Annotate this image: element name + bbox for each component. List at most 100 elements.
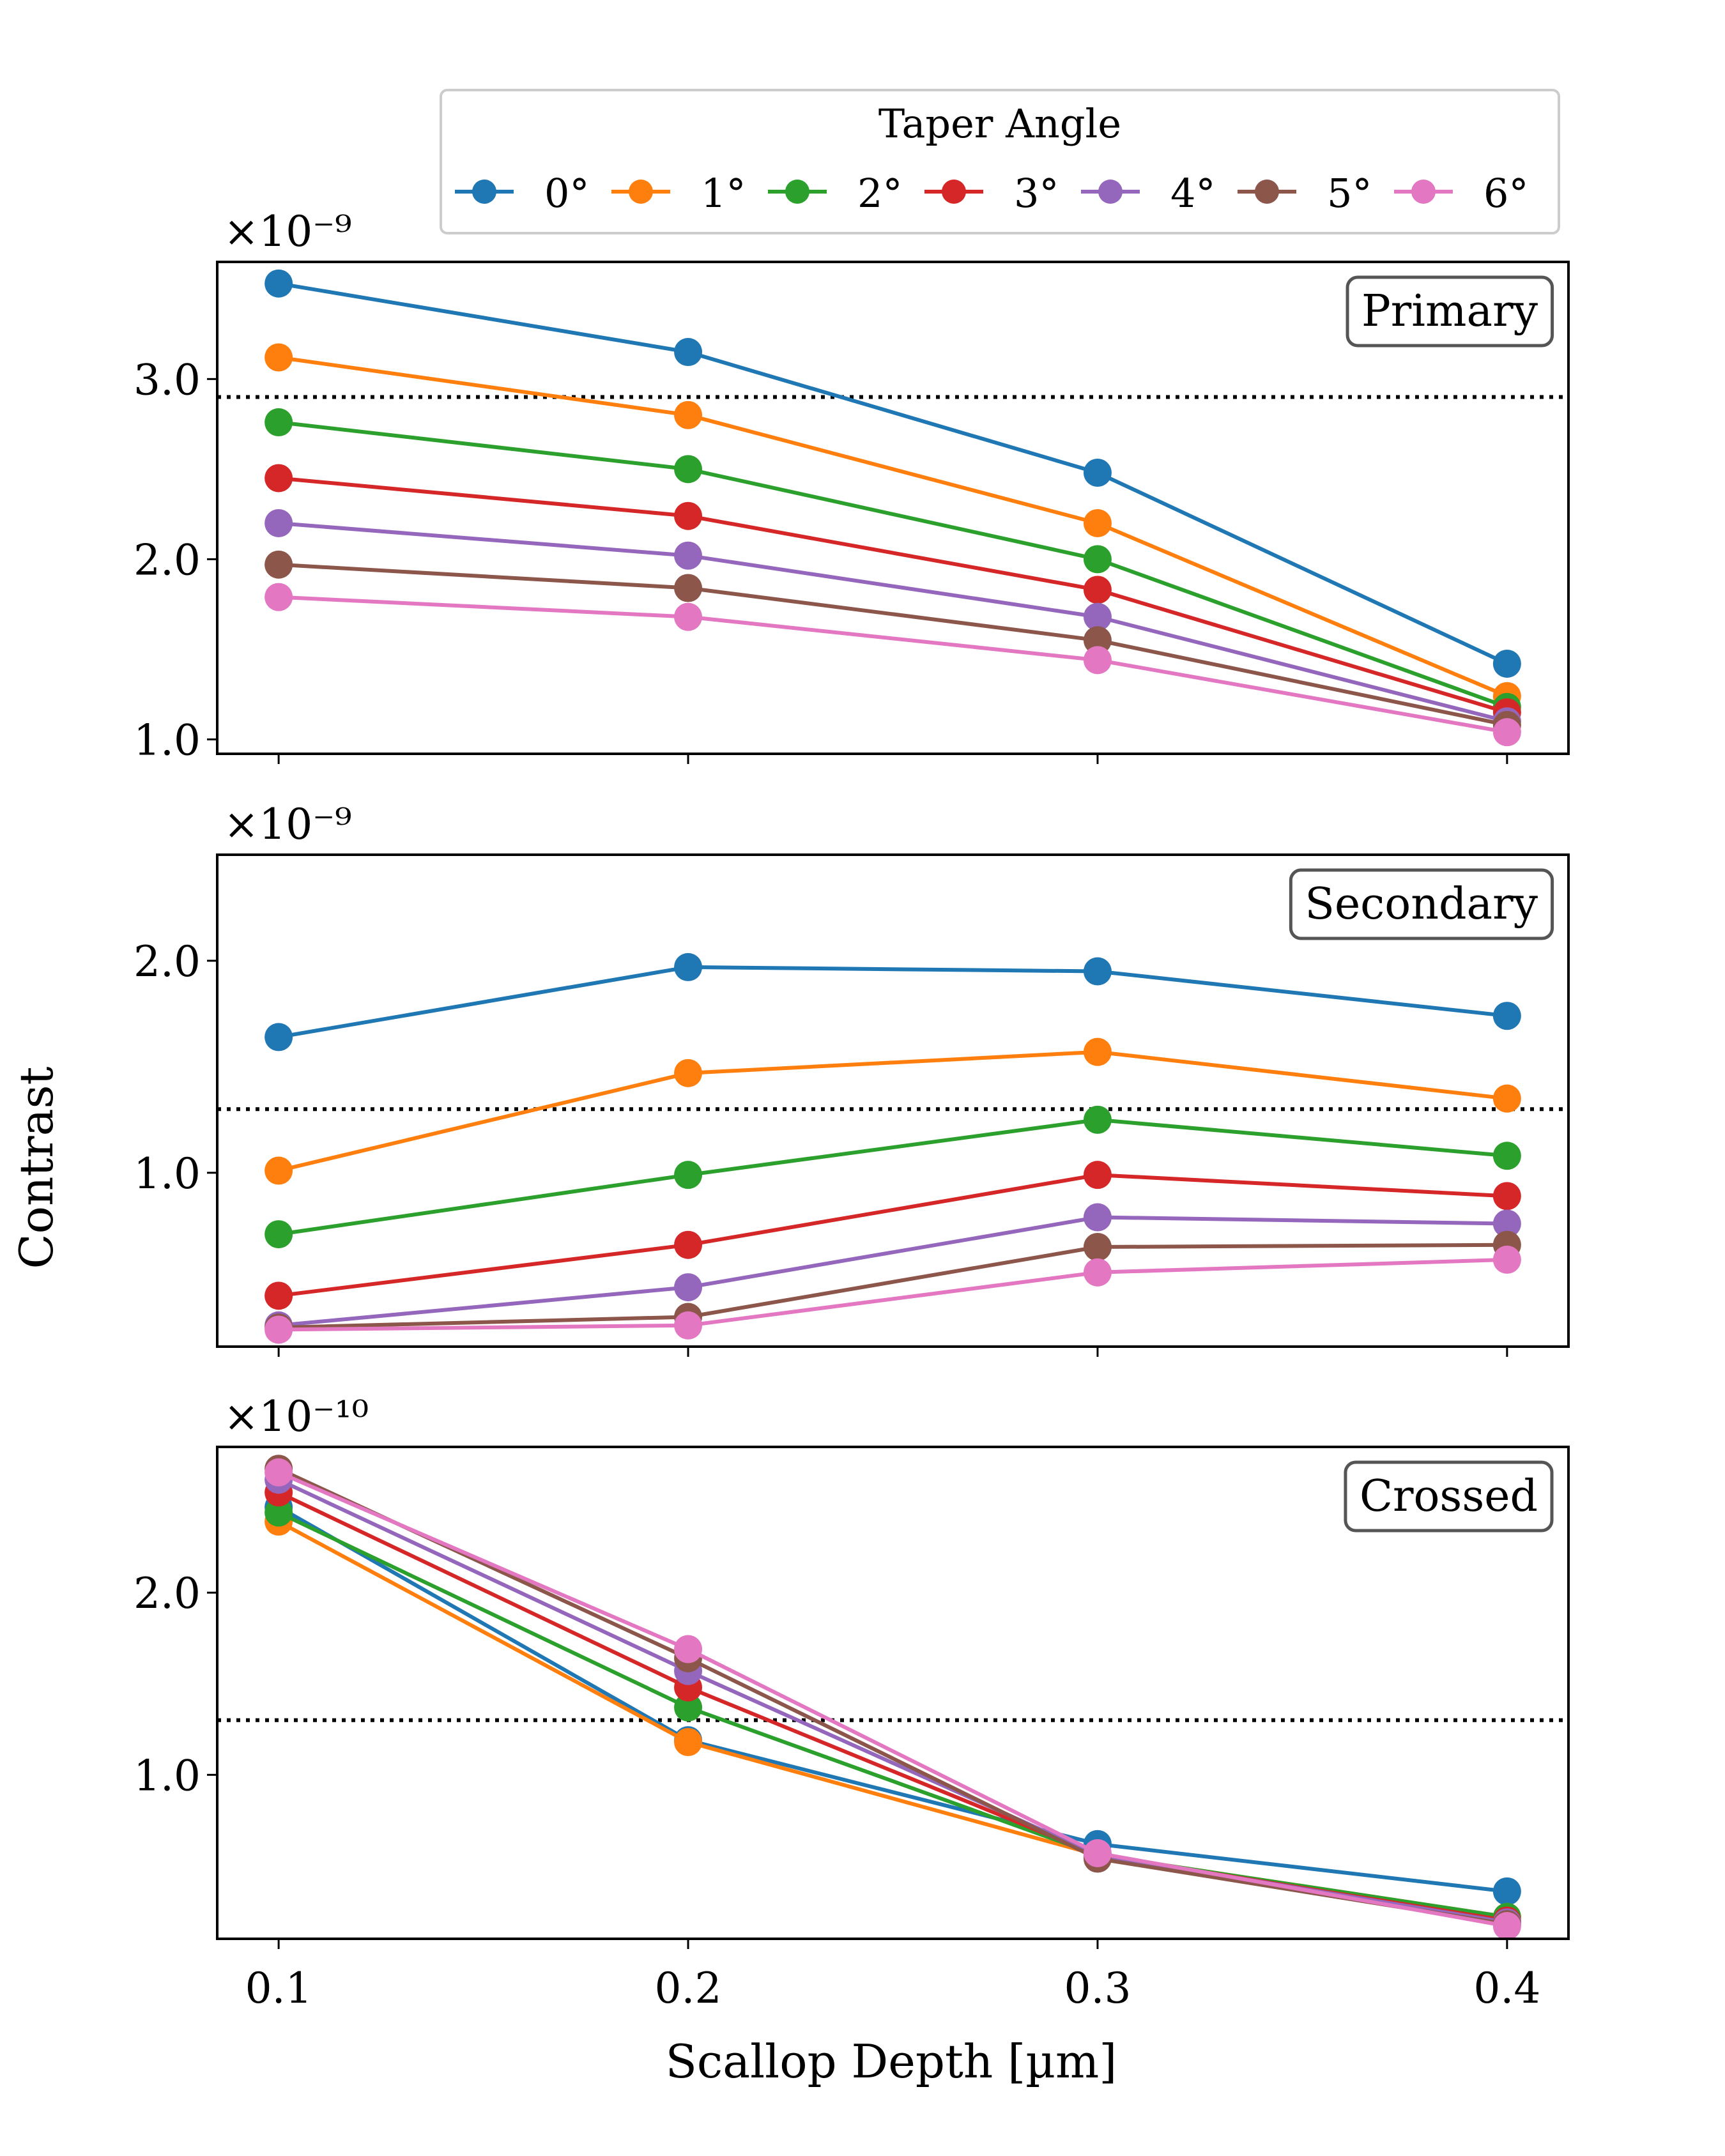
data-point [674, 455, 703, 484]
scale-exponent-label: ×10⁻⁹ [224, 800, 352, 849]
x-tick-label: 0.2 [655, 1964, 722, 2013]
series-3-deg [264, 1161, 1521, 1310]
legend-entry-1-deg: 1° [611, 170, 746, 217]
series-line [277, 1505, 1508, 1893]
legend-marker [629, 180, 653, 204]
data-point [674, 1230, 703, 1259]
legend-label: 3° [1014, 170, 1059, 217]
data-point [264, 464, 293, 493]
series-0-deg [264, 269, 1521, 678]
series-0-deg [264, 952, 1521, 1051]
series-1-deg [264, 1037, 1521, 1185]
data-point [264, 408, 293, 437]
legend: Taper Angle 0° 1° 2° 3° 4° 5° 6° [440, 89, 1560, 234]
data-point [1492, 1142, 1521, 1170]
legend-marker [1411, 180, 1436, 204]
series-5-deg [264, 550, 1521, 739]
legend-marker [472, 180, 496, 204]
label-frame [1344, 1460, 1554, 1533]
data-point [1083, 545, 1112, 574]
series-line [278, 1117, 1508, 1237]
data-point [674, 1728, 703, 1756]
panel-label: Crossed [1360, 1471, 1538, 1522]
data-point [1083, 576, 1112, 604]
panel-secondary: 1.0 2.0 ×10⁻⁹ Secondary [134, 800, 1570, 1357]
legend-entry-6-deg: 6° [1394, 170, 1528, 217]
plot-area [217, 1455, 1568, 1939]
data-point [1492, 1182, 1521, 1211]
data-point [1083, 957, 1112, 986]
data-point [1492, 1912, 1521, 1939]
legend-frame [440, 89, 1560, 234]
x-tick-label: 0.4 [1473, 1964, 1540, 2013]
legend-label: 5° [1327, 170, 1372, 217]
label-frame [1346, 275, 1554, 348]
legend-entry-2-deg: 2° [768, 170, 902, 217]
series-line [277, 1471, 1508, 1928]
data-point [1083, 459, 1112, 487]
series-2-deg [264, 1105, 1521, 1249]
panel-primary: 1.0 2.0 3.0 ×10⁻⁹ Primary [134, 207, 1570, 765]
panel-crossed: 1.0 2.0 0.1 0.2 0.3 0.4 ×10⁻¹⁰ Crossed [134, 1392, 1570, 2013]
data-point [1492, 718, 1521, 747]
scale-exponent-label: ×10⁻¹⁰ [224, 1392, 369, 1441]
data-point [264, 1315, 293, 1344]
series-line [278, 281, 1508, 666]
legend-title: Taper Angle [878, 100, 1121, 147]
data-point [264, 1023, 293, 1051]
data-point [1492, 1002, 1521, 1030]
series-line [278, 965, 1508, 1039]
y-axis-title: Contrast [10, 1066, 63, 1269]
legend-marker [1098, 180, 1123, 204]
x-tick-label: 0.3 [1064, 1964, 1131, 2013]
series-6-deg [264, 583, 1521, 747]
series-6-deg [264, 1245, 1521, 1344]
series-1-deg [264, 343, 1521, 710]
panel-label-box: Secondary [1289, 868, 1554, 940]
panel-label-box: Primary [1346, 275, 1554, 348]
series-line [278, 562, 1508, 727]
data-point [264, 508, 293, 537]
data-point [674, 574, 703, 602]
y-tick-label: 1.0 [134, 1751, 201, 1800]
panels: 1.0 2.0 3.0 ×10⁻⁹ Primary 1.0 2.0 ×10⁻⁹ Secondar… [134, 207, 1570, 2013]
data-point [264, 269, 293, 298]
data-point [674, 1161, 703, 1189]
legend-entry-3-deg: 3° [924, 170, 1059, 217]
data-point [264, 1281, 293, 1310]
data-point [1492, 1209, 1521, 1238]
series-line [278, 595, 1508, 735]
data-point [1492, 649, 1521, 678]
data-point [1083, 646, 1112, 675]
data-point [1083, 626, 1112, 655]
data-point [674, 338, 703, 367]
legend-entry-4-deg: 4° [1081, 170, 1215, 217]
legend-entry-5-deg: 5° [1238, 170, 1372, 217]
data-point [674, 952, 703, 981]
series-line [278, 521, 1508, 724]
data-point [1492, 1877, 1521, 1906]
data-point [674, 1059, 703, 1087]
series-line [278, 1050, 1508, 1173]
data-point [1492, 1245, 1521, 1274]
data-point [674, 401, 703, 429]
panel-label: Primary [1361, 286, 1538, 337]
data-point [674, 1693, 703, 1722]
y-tick-label: 1.0 [134, 715, 201, 765]
data-point [674, 602, 703, 631]
data-point [264, 550, 293, 579]
series-line [278, 420, 1508, 709]
series-line [279, 1257, 1507, 1332]
scale-exponent-label: ×10⁻⁹ [224, 207, 352, 256]
x-tick-label: 0.1 [245, 1964, 312, 2013]
plot-area [217, 952, 1568, 1344]
data-point [674, 1273, 703, 1302]
x-axis-title: Scallop Depth [µm] [666, 2035, 1117, 2088]
legend-marker [1255, 180, 1279, 204]
y-tick-label: 1.0 [134, 1149, 201, 1198]
axes-frame [216, 1446, 1570, 1940]
legend-marker [785, 180, 809, 204]
series-line [278, 1173, 1508, 1298]
axes-frame [216, 261, 1570, 755]
data-point [1083, 1233, 1112, 1262]
